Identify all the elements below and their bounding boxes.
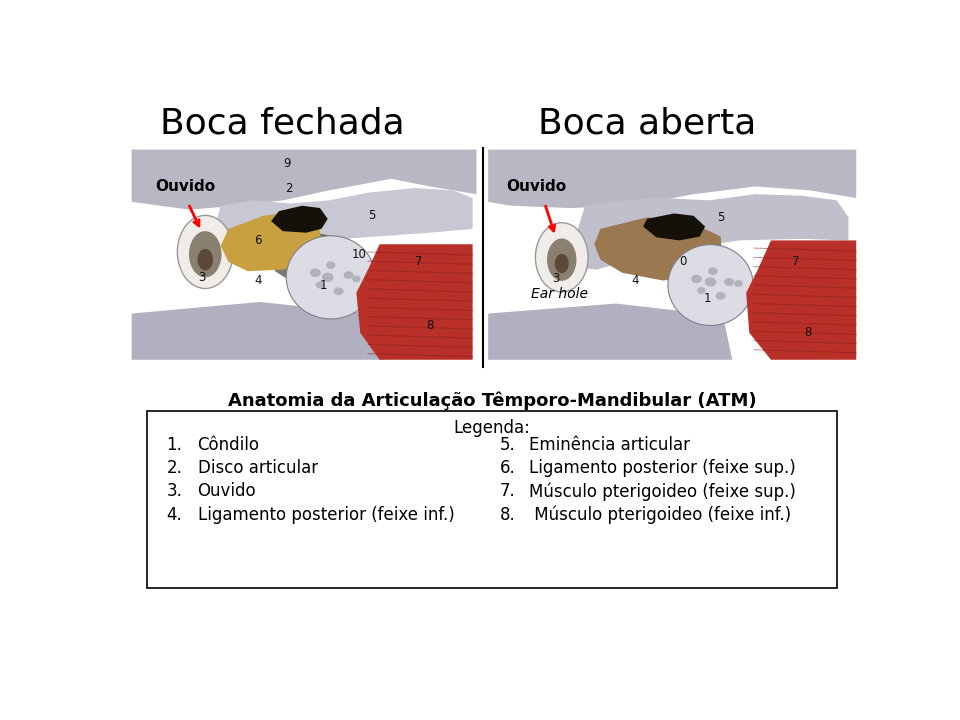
Ellipse shape (310, 269, 321, 277)
Bar (132, 150, 476, 364)
Text: Ouvido: Ouvido (155, 179, 215, 194)
Text: Boca aberta: Boca aberta (538, 107, 756, 140)
Polygon shape (356, 244, 472, 360)
Ellipse shape (178, 215, 233, 289)
Ellipse shape (322, 273, 333, 282)
Polygon shape (594, 217, 723, 280)
Text: 1.: 1. (166, 436, 182, 454)
Ellipse shape (691, 274, 702, 283)
Ellipse shape (547, 238, 576, 281)
Polygon shape (221, 211, 322, 271)
Polygon shape (488, 150, 856, 208)
Ellipse shape (715, 292, 726, 300)
Ellipse shape (536, 222, 588, 292)
Ellipse shape (724, 278, 734, 286)
Ellipse shape (333, 287, 344, 295)
Text: 7.: 7. (500, 482, 516, 500)
Text: 8: 8 (804, 326, 812, 339)
Text: 5: 5 (369, 210, 375, 222)
Text: 7: 7 (415, 256, 422, 269)
Polygon shape (132, 302, 383, 360)
Text: Côndilo: Côndilo (198, 436, 259, 454)
Text: 5.: 5. (500, 436, 516, 454)
Ellipse shape (344, 271, 353, 279)
Text: 5: 5 (717, 211, 724, 224)
Text: 1: 1 (704, 292, 711, 305)
Ellipse shape (708, 267, 717, 275)
Text: Ouvido: Ouvido (198, 482, 256, 500)
Ellipse shape (555, 254, 568, 273)
Text: 2: 2 (285, 182, 293, 195)
Ellipse shape (198, 249, 213, 271)
Ellipse shape (697, 287, 706, 294)
Text: 8: 8 (426, 318, 434, 332)
Text: 9: 9 (283, 157, 290, 170)
Text: 6: 6 (254, 234, 262, 247)
Text: 0: 0 (679, 256, 686, 269)
Polygon shape (643, 213, 706, 240)
Text: Ligamento posterior (feixe inf.): Ligamento posterior (feixe inf.) (198, 505, 454, 523)
Text: Ligamento posterior (feixe sup.): Ligamento posterior (feixe sup.) (529, 459, 796, 477)
Ellipse shape (326, 261, 335, 269)
Ellipse shape (352, 276, 361, 282)
Bar (488, 150, 856, 364)
FancyBboxPatch shape (147, 411, 837, 588)
Text: 8.: 8. (500, 505, 516, 523)
Text: 10: 10 (351, 248, 366, 261)
Text: Ear hole: Ear hole (531, 287, 588, 301)
Text: 3: 3 (198, 271, 205, 284)
Text: 3.: 3. (166, 482, 182, 500)
Text: Músculo pterigoideo (feixe inf.): Músculo pterigoideo (feixe inf.) (529, 505, 791, 523)
Polygon shape (569, 194, 849, 270)
Text: 1: 1 (320, 279, 327, 292)
Text: 3: 3 (553, 272, 560, 285)
Ellipse shape (286, 235, 375, 319)
Polygon shape (488, 304, 732, 360)
Text: 6.: 6. (500, 459, 516, 477)
Text: 4: 4 (632, 274, 639, 287)
Text: Músculo pterigoideo (feixe sup.): Músculo pterigoideo (feixe sup.) (529, 482, 796, 500)
Text: 4: 4 (254, 274, 262, 287)
Text: 4.: 4. (166, 505, 182, 523)
Text: 7: 7 (792, 256, 800, 269)
Text: Ouvido: Ouvido (506, 179, 566, 194)
Text: Legenda:: Legenda: (453, 418, 531, 436)
Ellipse shape (316, 282, 324, 289)
Polygon shape (209, 188, 472, 260)
Polygon shape (271, 206, 327, 233)
Ellipse shape (668, 245, 754, 325)
Text: Eminência articular: Eminência articular (529, 436, 690, 454)
Text: 2.: 2. (166, 459, 182, 477)
Ellipse shape (734, 280, 743, 287)
Ellipse shape (189, 231, 222, 277)
Polygon shape (275, 233, 362, 293)
Text: Anatomia da Articulação Têmporo-Mandibular (ATM): Anatomia da Articulação Têmporo-Mandibul… (228, 391, 756, 410)
Polygon shape (746, 240, 856, 360)
Text: Disco articular: Disco articular (198, 459, 318, 477)
Ellipse shape (705, 277, 716, 287)
Polygon shape (132, 150, 476, 210)
Text: Boca fechada: Boca fechada (160, 107, 405, 140)
